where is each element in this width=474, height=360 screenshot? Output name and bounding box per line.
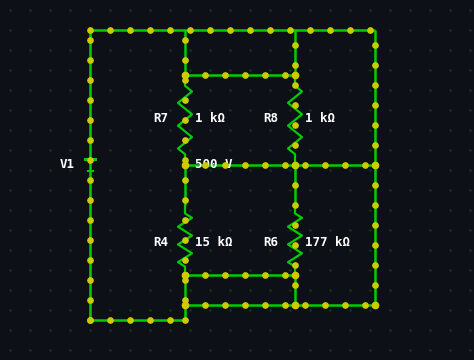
Text: R4: R4 — [153, 235, 168, 248]
Text: V1: V1 — [60, 158, 75, 171]
Text: R6: R6 — [263, 235, 278, 248]
Text: 177 kΩ: 177 kΩ — [305, 235, 350, 248]
Text: 15 kΩ: 15 kΩ — [195, 235, 233, 248]
Text: 1 kΩ: 1 kΩ — [195, 112, 225, 125]
Text: 500 V: 500 V — [195, 158, 233, 171]
Text: R8: R8 — [263, 112, 278, 125]
Text: 1 kΩ: 1 kΩ — [305, 112, 335, 125]
Text: R7: R7 — [153, 112, 168, 125]
